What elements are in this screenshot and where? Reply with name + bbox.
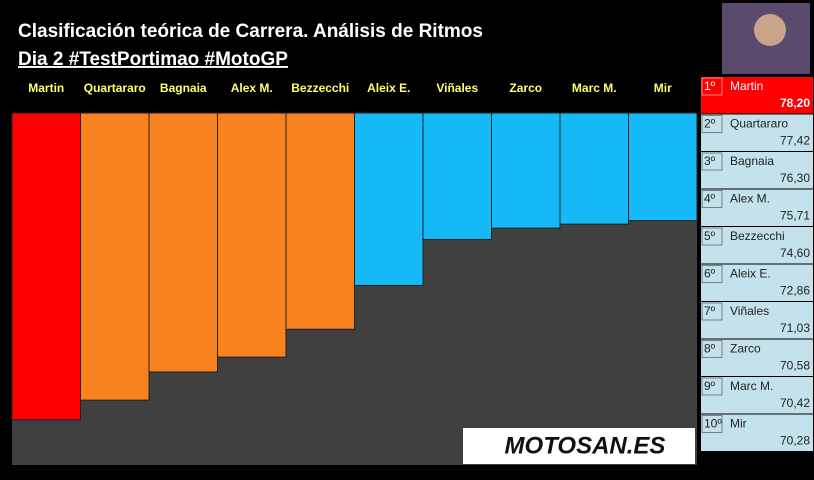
bar [285, 112, 355, 330]
table-name: Viñales [730, 304, 769, 318]
rank: 6º [704, 267, 716, 281]
value-label: 75,71 [780, 209, 810, 223]
bar [559, 112, 629, 225]
value-label: 72,86 [780, 284, 810, 298]
bar [80, 112, 150, 401]
x-tick-label: Quartararo [84, 81, 146, 95]
value-label: 76,30 [780, 171, 810, 185]
x-tick-label: Zarco [509, 81, 542, 95]
x-tick-label: Bezzecchi [291, 81, 349, 95]
x-tick-label: Aleix E. [367, 81, 410, 95]
table-name: Mir [730, 417, 747, 431]
value-label: 70,42 [780, 396, 810, 410]
x-tick-label: Bagnaia [160, 81, 207, 95]
value-label: 77,42 [780, 134, 810, 148]
bar [11, 112, 81, 421]
x-tick-label: Marc M. [572, 81, 617, 95]
chart-title: Clasificación teórica de Carrera. Anális… [18, 21, 483, 42]
value-label: 70,28 [780, 434, 810, 448]
table-name: Alex M. [730, 192, 770, 206]
chart-subtitle: Dia 2 #TestPortimao #MotoGP [18, 49, 288, 70]
value-label: 74,60 [780, 246, 810, 260]
bar [422, 112, 492, 240]
table-name: Bagnaia [730, 154, 774, 168]
bar [354, 112, 424, 286]
rank: 4º [704, 192, 716, 206]
logo-box [463, 428, 695, 464]
value-label: 78,20 [780, 96, 810, 110]
rank: 3º [704, 154, 716, 168]
rank-cell [701, 302, 723, 321]
rank: 2º [704, 117, 716, 131]
bar [628, 112, 698, 222]
rank-cell [701, 415, 723, 433]
x-tick-label: Alex M. [231, 81, 273, 95]
table-name: Martin [730, 79, 763, 93]
rank-cell [701, 265, 723, 283]
bar [491, 112, 561, 229]
bar [217, 112, 287, 358]
rank-cell [701, 340, 723, 358]
x-tick-label: Mir [654, 81, 672, 95]
value-label: 71,03 [780, 321, 810, 335]
table-name: Aleix E. [730, 267, 771, 281]
bar [148, 112, 218, 373]
rank-cell [701, 377, 723, 396]
rank-cell [701, 227, 723, 246]
table-name: Bezzecchi [730, 229, 785, 243]
rank: 8º [704, 342, 716, 356]
x-tick-label: Viñales [436, 81, 478, 95]
watermark: MOTOSAN.ES [505, 432, 666, 459]
rank-cell [701, 115, 723, 133]
rank: 1º [704, 79, 716, 93]
x-tick-label: Martin [28, 81, 64, 95]
table-name: Zarco [730, 342, 761, 356]
table-name: Quartararo [730, 117, 788, 131]
photo-face [754, 14, 786, 46]
rank: 9º [704, 379, 716, 393]
rank: 10º [704, 417, 722, 431]
rank-cell [701, 77, 723, 96]
rank-cell [701, 190, 723, 208]
rank-cell [701, 152, 723, 171]
table-name: Marc M. [730, 379, 773, 393]
rank: 7º [704, 304, 716, 318]
rank: 5º [704, 229, 716, 243]
value-label: 70,58 [780, 359, 810, 373]
